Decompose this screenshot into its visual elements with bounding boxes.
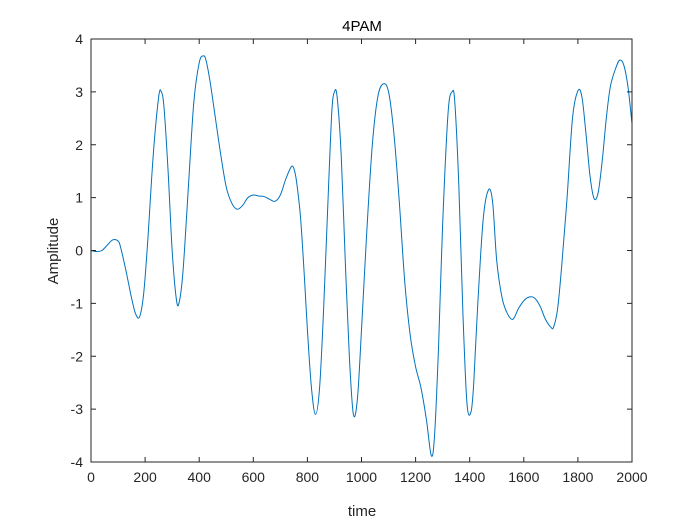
x-tick-label: 0 [87,469,95,485]
y-tick-label: 4 [75,31,83,47]
plot-area [91,39,632,462]
y-axis-label: Amplitude [45,218,62,285]
x-tick-label: 800 [296,469,320,485]
x-tick-label: 200 [133,469,157,485]
x-tick-label: 1200 [400,469,431,485]
x-tick-label: 1600 [508,469,539,485]
y-tick-label: -4 [71,454,84,470]
chart-title: 4PAM [342,18,382,35]
x-tick-label: 600 [242,469,266,485]
series-line [90,55,633,457]
y-tick-label: 3 [75,84,83,100]
y-tick-label: -2 [71,348,84,364]
y-tick-label: 0 [75,243,83,259]
x-axis-label: time [348,503,376,520]
y-tick-label: -1 [71,295,84,311]
y-tick-label: -3 [71,401,84,417]
y-tick-label: 2 [75,137,83,153]
x-tick-label: 1800 [562,469,593,485]
x-tick-label: 2000 [616,469,647,485]
x-tick-label: 1000 [346,469,377,485]
axes-box [90,38,633,463]
y-tick-label: 1 [75,190,83,206]
x-tick-label: 400 [188,469,212,485]
x-axis-ticks: 0 200 400 600 800 1000 1200 1400 1600 1800 2000 [87,39,648,485]
y-axis-ticks: -4 -3 -2 -1 0 1 2 3 4 [71,31,632,470]
x-tick-label: 1400 [454,469,485,485]
